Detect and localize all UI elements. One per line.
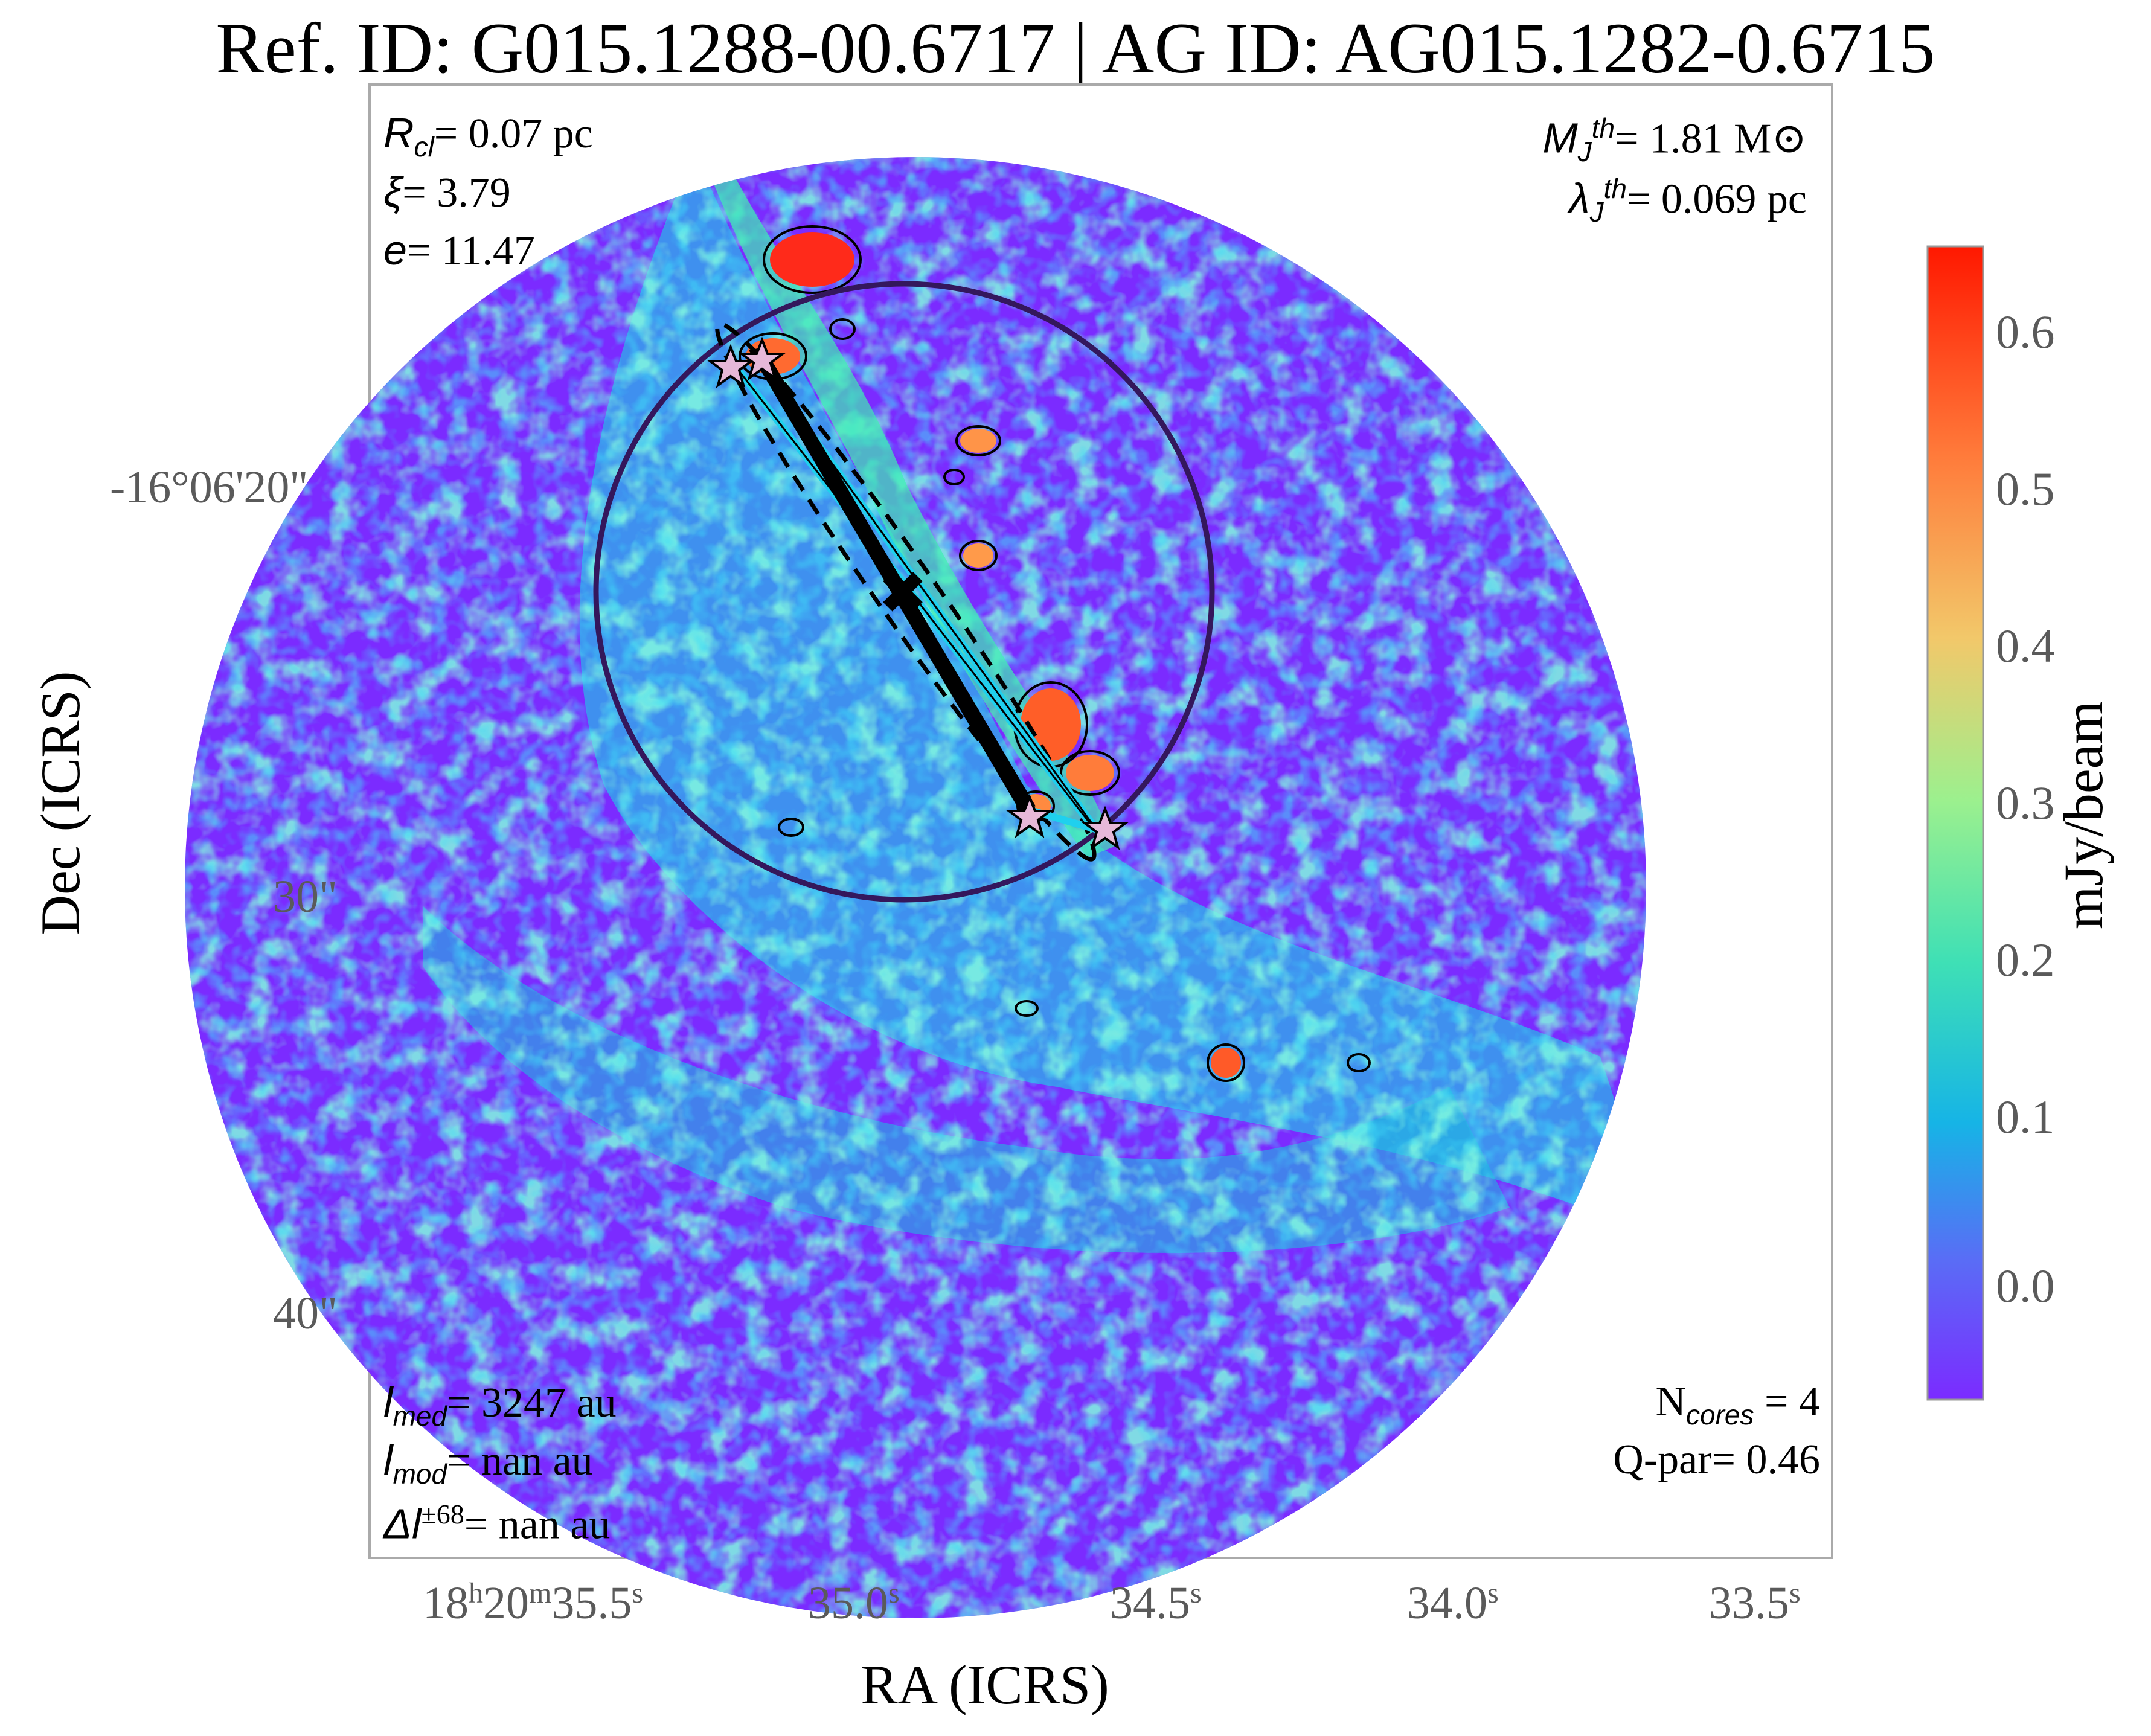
annotation-radius: Rcl= 0.07 pc <box>383 109 593 162</box>
y-axis-label: Dec (ICRS) <box>30 671 91 935</box>
annotation-jeans-length: λJth= 0.069 pc <box>1569 173 1807 228</box>
annotation-ncores: Ncores = 4 <box>1655 1379 1820 1430</box>
ra-tick-label: 34.0s <box>1407 1577 1499 1629</box>
dec-tick-label: 30" <box>273 871 338 922</box>
figure-title: Ref. ID: G015.1288-00.6717 | AG ID: AG01… <box>216 8 1935 88</box>
core-star-icon <box>707 344 755 388</box>
colorbar <box>1926 245 1984 1401</box>
core-star-icon <box>738 336 786 381</box>
annotation-delta-l: Δl±68= nan au <box>383 1499 611 1548</box>
annotation-xi: ξ= 3.79 <box>383 168 511 216</box>
annotation-l-mod: lmod= nan au <box>383 1437 593 1490</box>
emission-map <box>185 157 1646 1618</box>
ra-tick-label: 33.5s <box>1709 1577 1801 1629</box>
annotation-e: e= 11.47 <box>383 226 535 274</box>
colorbar-tick-label: 0.5 <box>1996 463 2055 515</box>
colorbar-tick-label: 0.1 <box>1996 1091 2055 1143</box>
colorbar-tick-label: 0.3 <box>1996 777 2055 829</box>
x-axis-label: RA (ICRS) <box>861 1654 1109 1715</box>
center-cross-icon <box>883 572 923 612</box>
colorbar-tick-label: 0.0 <box>1996 1260 2055 1312</box>
ra-tick-label: 35.0s <box>808 1577 900 1629</box>
core-markers <box>707 336 1129 850</box>
annotation-q-par: Q-par= 0.46 <box>1613 1437 1820 1483</box>
colorbar-label: mJy/beam <box>2053 700 2114 930</box>
core-star-icon <box>1005 793 1054 838</box>
cloud-radius-circle <box>593 281 1215 903</box>
dec-tick-label: -16°06'20" <box>110 462 309 513</box>
core-star-icon <box>1081 806 1129 850</box>
dec-tick-label: 40" <box>273 1288 338 1339</box>
colorbar-tick-label: 0.6 <box>1996 306 2055 358</box>
ra-tick-label: 34.5s <box>1110 1577 1202 1629</box>
ra-tick-label: 18h20m35.5s <box>423 1577 644 1629</box>
colorbar-tick-label: 0.4 <box>1996 620 2055 672</box>
colorbar-tick-label: 0.2 <box>1996 934 2055 986</box>
filament-fit-ellipse <box>715 322 1097 862</box>
annotation-l-med: lmed= 3247 au <box>383 1379 617 1432</box>
annotation-jeans-mass: MJth= 1.81 M⊙ <box>1542 112 1807 168</box>
